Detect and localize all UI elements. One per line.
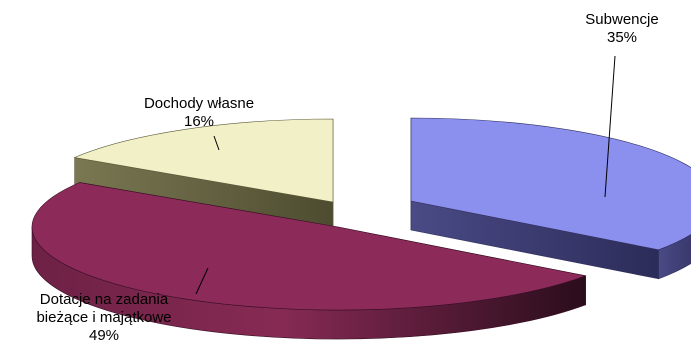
pie-slice-1 [410, 117, 691, 280]
leader-line-1 [604, 55, 616, 198]
leader-line-2 [195, 267, 209, 295]
slice-percent-label: 16% [184, 113, 214, 130]
pie-slice-1-top [410, 117, 691, 251]
pie-slice-3-top [73, 118, 334, 203]
pie-slice-2-top [31, 182, 587, 311]
slice-name-label: Dochody własne [144, 95, 254, 112]
leader-line-3 [213, 135, 220, 151]
slice-name-label: Dotacje na zadania [40, 291, 169, 308]
pie-slice-3 [73, 118, 334, 232]
slice-name-label: Subwencje [585, 11, 658, 28]
slice-name-label: bieżące i majątkowe [36, 309, 171, 326]
pie-slice-2 [31, 182, 587, 340]
slice-percent-label: 35% [607, 29, 637, 46]
slice-percent-label: 49% [89, 327, 119, 344]
pie-slice-1-rim [658, 234, 691, 280]
